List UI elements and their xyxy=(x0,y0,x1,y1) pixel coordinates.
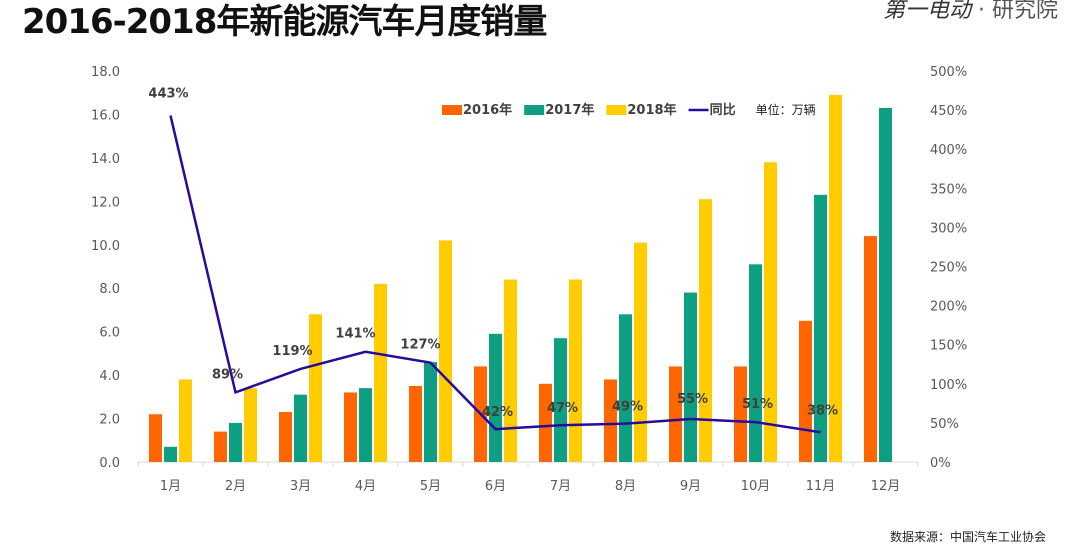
y-right-tick-label: 0% xyxy=(930,456,951,471)
bar-2016年 xyxy=(344,392,357,462)
data-label: 141% xyxy=(335,327,375,342)
y-right-tick-label: 250% xyxy=(930,261,967,276)
bar-2016年 xyxy=(409,385,422,462)
x-tick-label: 3月 xyxy=(290,479,311,494)
logo-text: 第一电动 xyxy=(882,0,971,23)
legend-label: 同比 xyxy=(710,102,736,118)
y-right-tick-label: 50% xyxy=(930,417,959,432)
bar-2017年 xyxy=(424,362,437,462)
bar-2016年 xyxy=(669,366,682,462)
bar-2017年 xyxy=(879,107,892,462)
legend-label: 2016年 xyxy=(463,102,512,118)
logo-sub: · 研究院 xyxy=(978,0,1058,23)
bar-2017年 xyxy=(554,338,567,462)
x-tick-label: 9月 xyxy=(680,479,701,494)
y-left-tick-label: 2.0 xyxy=(99,413,120,428)
x-tick-label: 5月 xyxy=(420,479,441,494)
y-right-tick-label: 300% xyxy=(930,221,967,236)
bar-2017年 xyxy=(684,292,697,462)
bar-2017年 xyxy=(814,194,827,463)
bar-2018年 xyxy=(829,94,842,463)
data-source: 数据来源：中国汽车工业协会 xyxy=(889,530,1046,544)
data-label: 443% xyxy=(148,87,188,102)
y-right-tick-label: 150% xyxy=(930,339,967,354)
chart-title: 2016-2018年新能源汽车月度销量 xyxy=(22,2,547,42)
logo: 第一电动 · 研究院 xyxy=(883,0,1058,24)
bar-2018年 xyxy=(699,199,712,462)
y-left-tick-label: 10.0 xyxy=(91,239,120,254)
bar-2016年 xyxy=(214,431,227,462)
legend-label: 2017年 xyxy=(545,102,594,118)
bar-2017年 xyxy=(164,446,177,462)
x-tick-label: 8月 xyxy=(615,479,636,494)
y-left-tick-label: 0.0 xyxy=(99,456,120,471)
y-right-tick-label: 450% xyxy=(930,104,967,119)
y-left-tick-label: 16.0 xyxy=(91,108,120,123)
y-left-tick-label: 4.0 xyxy=(99,369,120,384)
y-left-tick-label: 6.0 xyxy=(99,326,120,341)
legend-swatch xyxy=(606,105,627,115)
bar-2017年 xyxy=(619,314,632,462)
y-right-tick-label: 400% xyxy=(930,143,967,158)
bar-2018年 xyxy=(374,283,387,462)
y-left-tick-label: 14.0 xyxy=(91,152,120,167)
x-tick-label: 7月 xyxy=(550,479,571,494)
bar-2017年 xyxy=(749,264,762,462)
data-label: 55% xyxy=(677,392,708,407)
x-tick-label: 4月 xyxy=(355,479,376,494)
y-right-tick-label: 100% xyxy=(930,378,967,393)
y-left-tick-label: 18.0 xyxy=(91,65,120,80)
bar-2017年 xyxy=(489,333,502,462)
y-right-tick-label: 500% xyxy=(930,65,967,80)
bar-2018年 xyxy=(764,162,777,462)
bar-2017年 xyxy=(294,394,307,462)
bar-2016年 xyxy=(604,379,617,462)
bar-2016年 xyxy=(279,412,292,462)
x-tick-label: 10月 xyxy=(741,479,771,494)
bar-2016年 xyxy=(149,414,162,462)
legend-swatch xyxy=(442,105,462,115)
unit-note: 单位：万辆 xyxy=(756,102,816,117)
y-left-tick-label: 8.0 xyxy=(99,282,120,297)
data-label: 127% xyxy=(400,338,440,353)
line-yoy xyxy=(169,115,821,434)
bar-2016年 xyxy=(799,320,812,462)
x-tick-label: 6月 xyxy=(485,479,506,494)
data-label: 49% xyxy=(612,400,643,415)
data-label: 89% xyxy=(212,367,243,382)
bar-2018年 xyxy=(244,388,257,462)
x-tick-label: 11月 xyxy=(806,479,836,494)
y-right-tick-label: 200% xyxy=(930,300,967,315)
bar-2017年 xyxy=(229,422,242,462)
bar-2018年 xyxy=(634,242,647,462)
legend-label: 2018年 xyxy=(627,102,676,118)
y-left-tick-label: 12.0 xyxy=(91,195,120,210)
data-label: 51% xyxy=(742,397,773,412)
x-tick-label: 12月 xyxy=(871,479,901,494)
x-tick-label: 2月 xyxy=(225,479,246,494)
data-label: 47% xyxy=(547,401,578,416)
bar-2017年 xyxy=(359,388,372,462)
bar-2018年 xyxy=(179,379,192,462)
legend-swatch xyxy=(524,105,545,115)
bar-2018年 xyxy=(439,240,452,462)
bar-2016年 xyxy=(734,366,747,462)
data-label: 38% xyxy=(807,403,838,418)
data-label: 42% xyxy=(482,405,513,420)
x-tick-label: 1月 xyxy=(160,479,181,494)
bar-2018年 xyxy=(309,314,322,462)
data-label: 119% xyxy=(272,344,312,359)
bar-2018年 xyxy=(504,279,517,462)
bar-2016年 xyxy=(539,383,552,462)
bar-2018年 xyxy=(569,279,582,462)
bar-2016年 xyxy=(864,236,877,462)
y-right-tick-label: 350% xyxy=(930,182,967,197)
